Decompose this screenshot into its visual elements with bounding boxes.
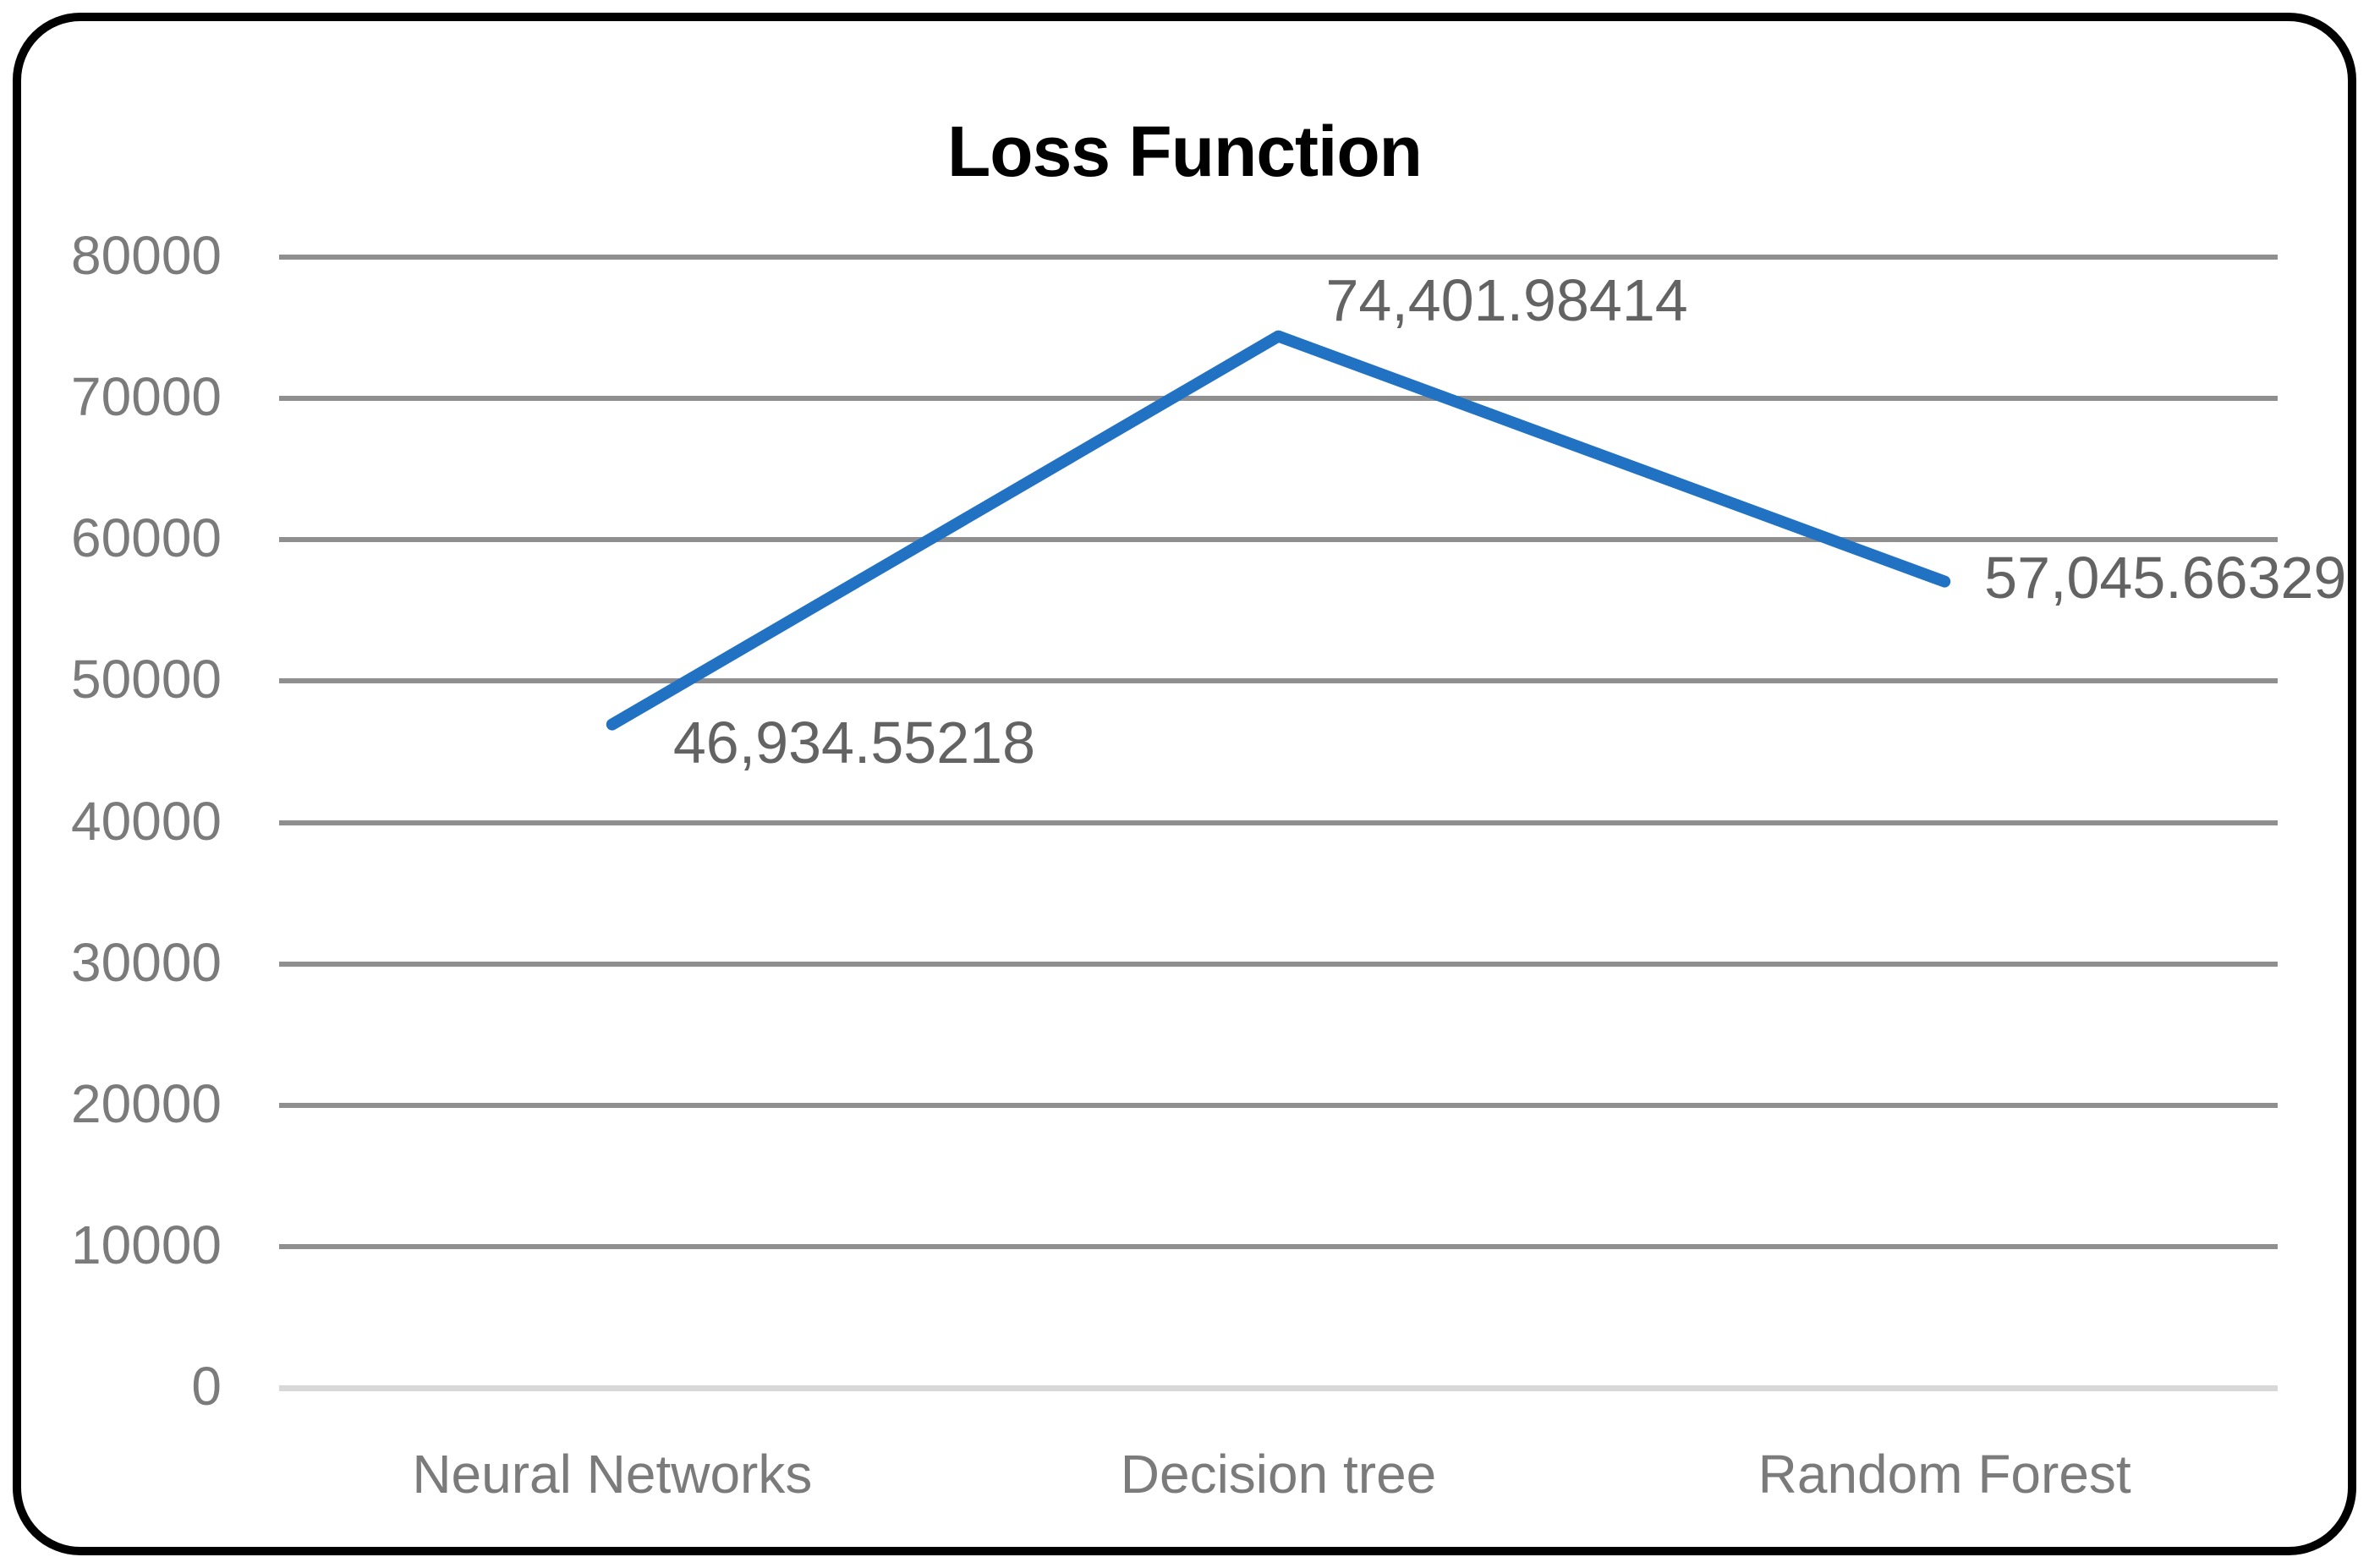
y-tick-label: 30000 (71, 931, 222, 993)
data-point-label: 74,401.98414 (1325, 266, 1688, 333)
y-tick-label: 20000 (71, 1072, 222, 1134)
data-point-label: 57,045.66329 (1984, 544, 2347, 611)
y-tick-label: 80000 (71, 225, 222, 286)
x-category-label: Neural Networks (412, 1444, 813, 1505)
gridline (279, 1243, 2278, 1249)
gridline (279, 1102, 2278, 1108)
x-category-label: Decision tree (1120, 1444, 1437, 1505)
chart-title: Loss Function (947, 112, 1423, 191)
y-tick-label: 0 (191, 1356, 222, 1417)
loss-line-series (606, 330, 1951, 731)
y-tick-label: 60000 (71, 507, 222, 569)
y-tick-label: 70000 (71, 366, 222, 428)
gridline (279, 537, 2278, 543)
y-tick-label: 50000 (71, 649, 222, 710)
gridline (279, 396, 2278, 402)
x-category-label: Random Forest (1758, 1444, 2131, 1505)
y-tick-label: 10000 (71, 1214, 222, 1275)
gridline (279, 820, 2278, 825)
data-point-label: 46,934.55218 (672, 709, 1036, 776)
zero-gridline (279, 1384, 2278, 1391)
gridline (279, 255, 2278, 260)
chart-frame-border: Loss Function (13, 13, 2356, 1555)
gridline (279, 678, 2278, 684)
gridline (279, 961, 2278, 967)
y-tick-label: 40000 (71, 790, 222, 852)
